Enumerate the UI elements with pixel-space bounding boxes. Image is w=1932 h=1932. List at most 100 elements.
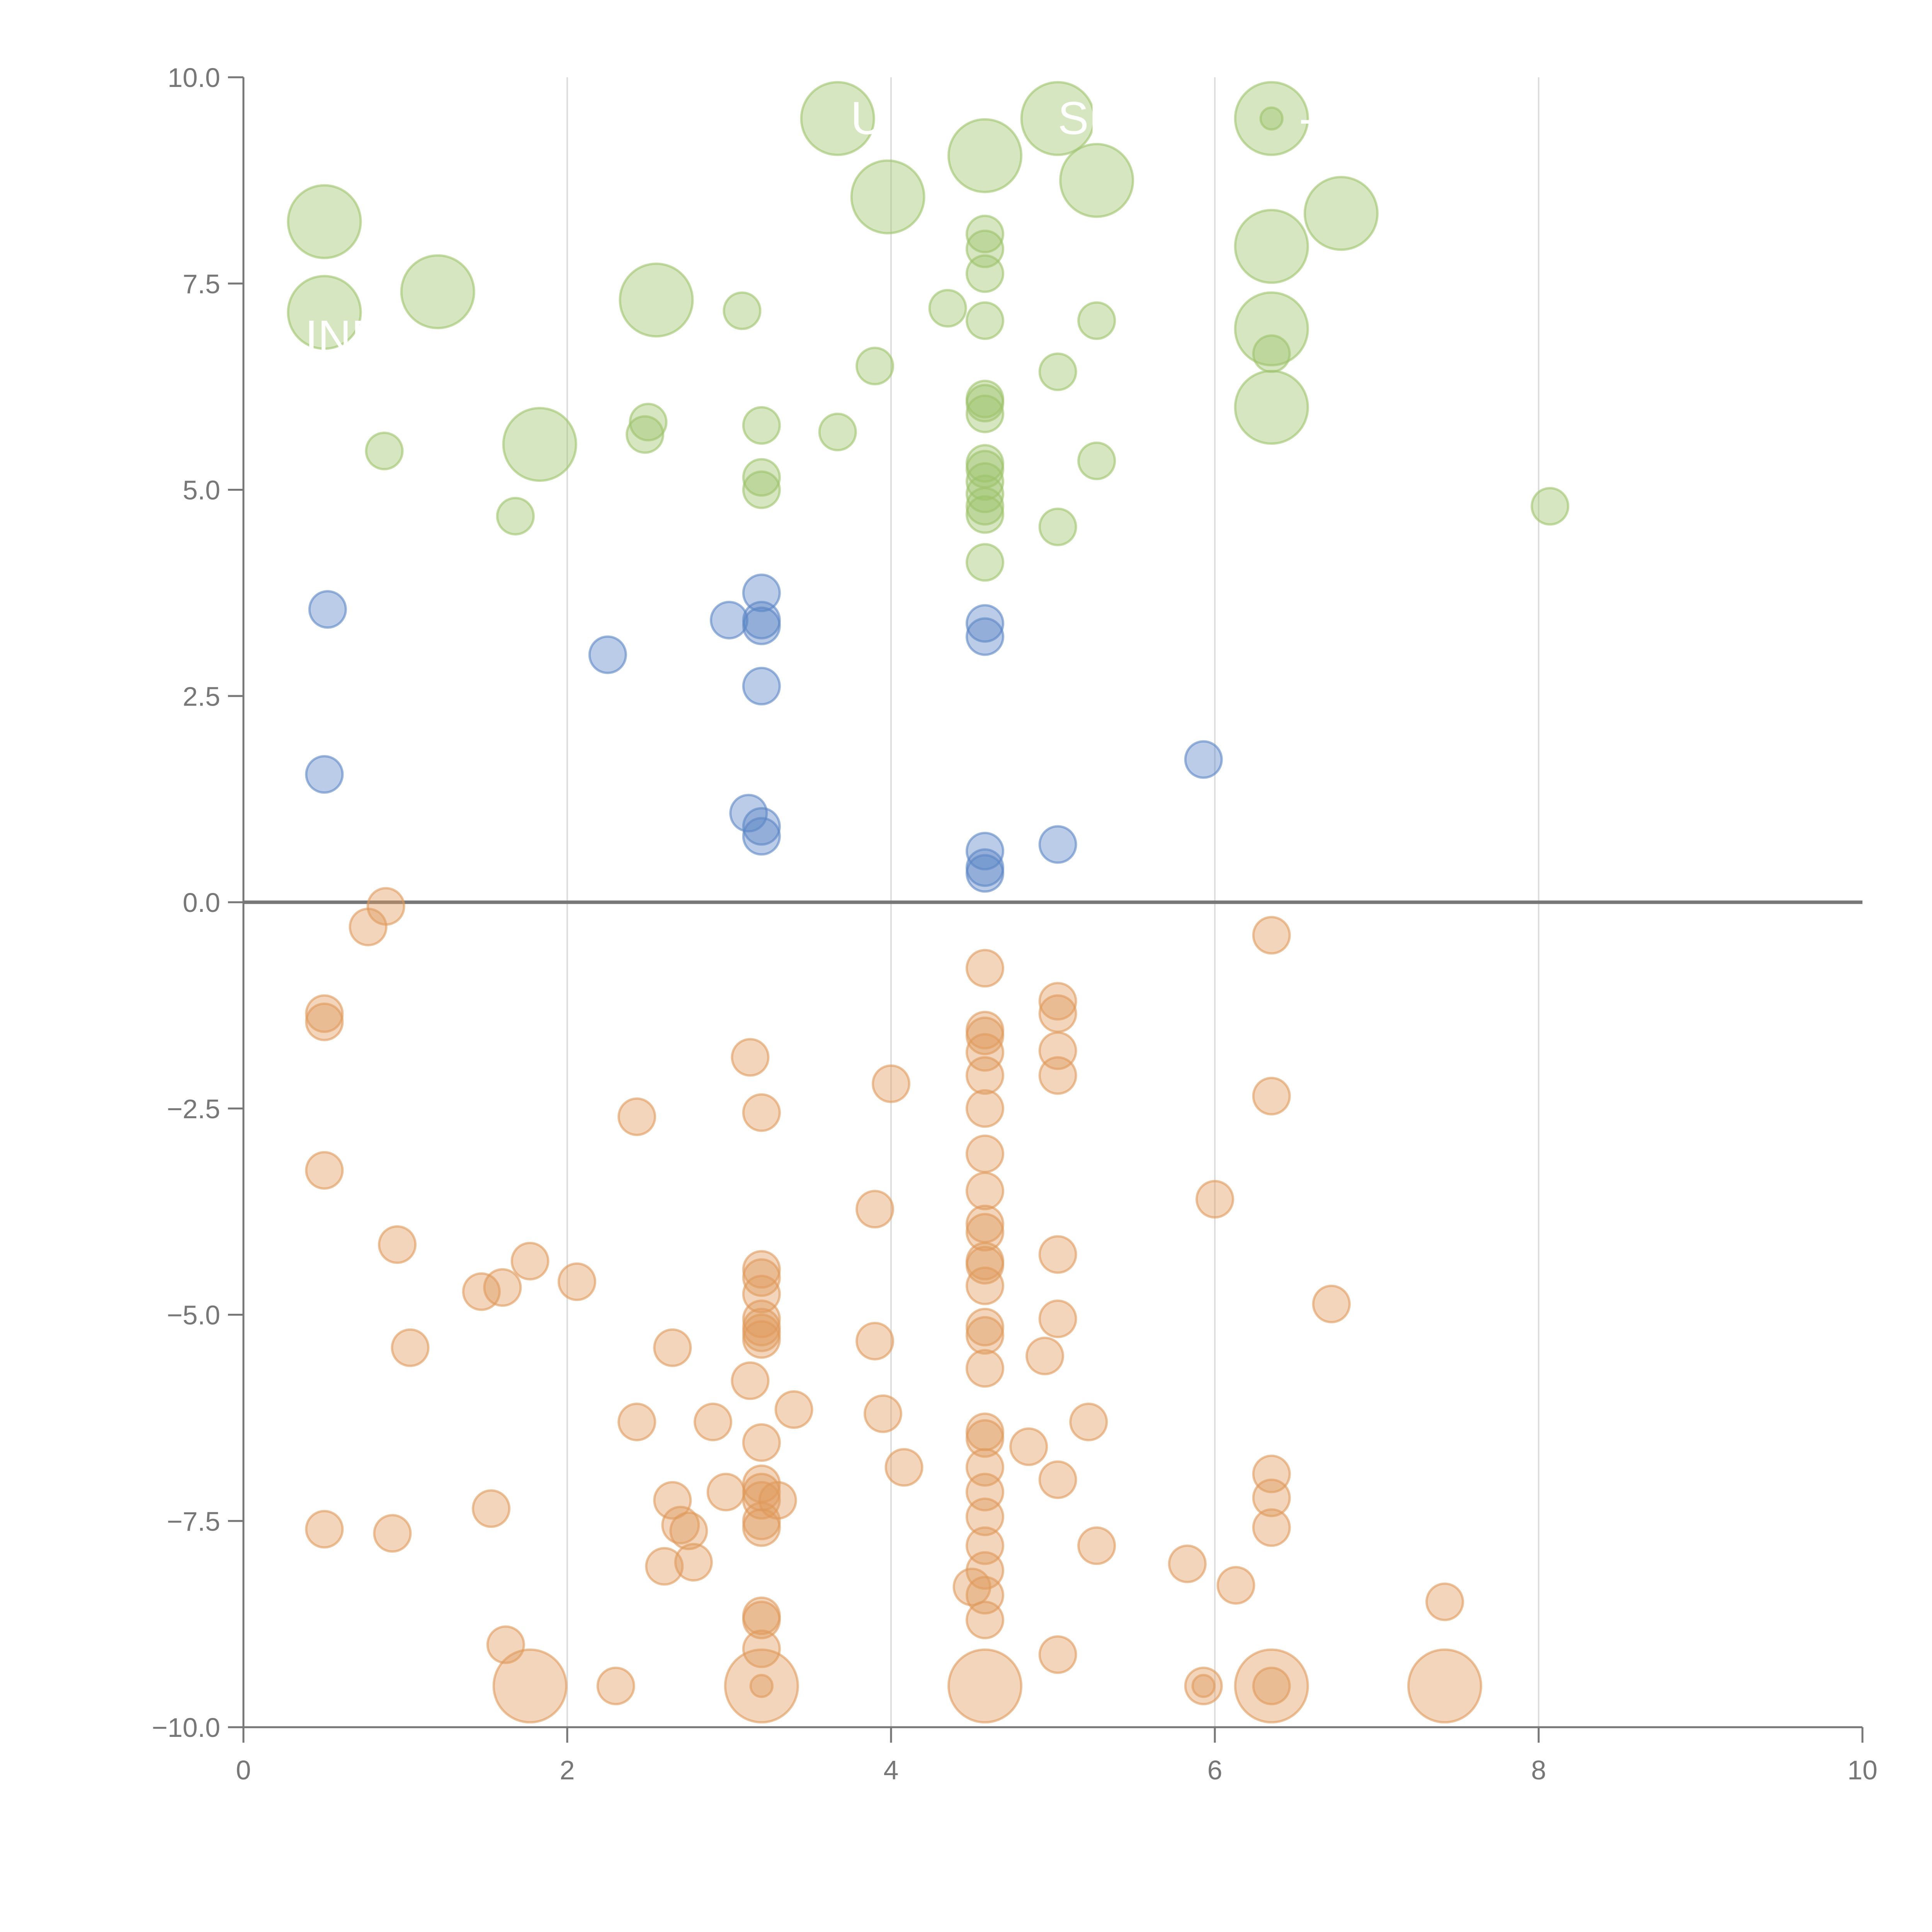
data-point-series-0 (1038, 507, 1077, 546)
data-point-series-0 (742, 470, 781, 509)
data-point-series-0 (966, 214, 1005, 253)
data-point-series-2 (305, 994, 344, 1033)
data-point-series-2 (742, 1299, 781, 1338)
data-point-series-2 (492, 1648, 568, 1724)
y-tick-label: −5.0 (167, 1300, 220, 1330)
data-point-series-2 (1312, 1284, 1351, 1323)
data-point-series-1 (710, 600, 748, 639)
data-point-series-2 (966, 1172, 1005, 1211)
x-tick-label: 8 (1531, 1755, 1546, 1785)
data-point-series-2 (742, 1093, 781, 1132)
data-point-series-2 (706, 1473, 745, 1512)
data-point-series-0 (966, 543, 1005, 582)
data-point-series-2 (1038, 1635, 1077, 1674)
data-point-series-2 (1184, 1667, 1223, 1706)
data-point-series-2 (966, 1419, 1005, 1458)
data-point-series-0 (966, 495, 1005, 534)
data-point-series-0 (1020, 81, 1095, 156)
data-point-series-2 (653, 1481, 692, 1520)
y-tick-label: −10.0 (152, 1713, 220, 1743)
data-point-series-1 (742, 606, 781, 645)
data-point-series-2 (1168, 1544, 1207, 1583)
data-point-series-2 (742, 1423, 781, 1462)
data-point-series-1 (1038, 825, 1077, 864)
data-point-series-0 (966, 254, 1005, 293)
y-tick-label: 0.0 (183, 888, 220, 918)
data-point-series-1 (305, 755, 344, 794)
data-point-series-0 (1234, 209, 1309, 284)
data-point-series-2 (1069, 1403, 1108, 1442)
data-point-series-1 (742, 807, 781, 846)
data-point-series-2 (724, 1648, 799, 1724)
data-point-series-2 (1252, 1077, 1291, 1116)
data-point-series-2 (1191, 1674, 1216, 1698)
data-point-series-2 (966, 1316, 1005, 1355)
data-point-series-2 (1038, 1299, 1077, 1338)
point-label: SP (1058, 92, 1120, 144)
data-point-series-0 (626, 415, 665, 454)
x-tick-label: 0 (236, 1755, 251, 1785)
data-point-series-2 (966, 1246, 1005, 1285)
data-point-series-2 (742, 1258, 781, 1297)
data-point-series-1 (588, 635, 627, 674)
data-point-series-1 (1184, 740, 1223, 779)
x-tick-label: 10 (1847, 1755, 1878, 1785)
data-point-series-2 (1252, 1667, 1291, 1706)
data-point-series-2 (483, 1268, 522, 1307)
data-point-series-2 (669, 1511, 708, 1550)
data-point-series-0 (1077, 301, 1116, 340)
data-point-series-2 (378, 1225, 417, 1264)
data-point-series-2 (864, 1394, 903, 1433)
data-point-series-2 (391, 1328, 430, 1367)
data-point-series-2 (742, 1600, 781, 1639)
data-point-series-0 (1059, 143, 1134, 218)
data-point-series-2 (966, 1016, 1005, 1055)
data-point-series-2 (749, 1674, 774, 1698)
data-point-series-2 (1252, 1508, 1291, 1547)
data-point-series-2 (1038, 982, 1077, 1021)
data-point-series-2 (1077, 1526, 1116, 1565)
data-point-series-2 (694, 1403, 733, 1442)
data-point-series-0 (928, 289, 967, 328)
data-point-series-2 (558, 1262, 597, 1301)
data-point-series-2 (855, 1190, 895, 1229)
data-point-series-0 (723, 291, 762, 330)
data-point-series-2 (1038, 1056, 1077, 1095)
y-tick-label: −7.5 (167, 1506, 220, 1536)
data-point-series-2 (966, 949, 1005, 988)
x-tick-label: 4 (884, 1755, 899, 1785)
data-point-series-2 (349, 908, 388, 947)
data-point-series-0 (966, 474, 1005, 514)
data-point-series-2 (947, 1648, 1023, 1724)
data-point-series-2 (1234, 1648, 1309, 1724)
data-point-series-0 (818, 413, 857, 452)
data-point-series-0 (850, 159, 925, 235)
data-point-series-0 (365, 432, 404, 471)
data-point-series-0 (1303, 176, 1379, 251)
data-point-series-0 (287, 184, 362, 259)
data-point-series-0 (1234, 81, 1309, 156)
data-point-series-2 (1407, 1648, 1482, 1724)
data-point-series-2 (674, 1543, 713, 1582)
data-point-series-1 (966, 854, 1005, 893)
data-point-series-2 (966, 1033, 1005, 1072)
data-point-series-2 (966, 1056, 1005, 1095)
data-point-series-0 (966, 395, 1005, 434)
data-point-series-0 (1234, 370, 1309, 445)
data-point-series-1 (966, 604, 1005, 643)
y-tick-label: 2.5 (183, 681, 220, 711)
data-point-series-2 (966, 1134, 1005, 1173)
data-point-series-2 (510, 1242, 549, 1281)
data-point-series-2 (472, 1489, 511, 1528)
data-point-series-2 (731, 1038, 770, 1077)
data-point-series-2 (645, 1547, 684, 1586)
data-point-series-0 (400, 254, 475, 330)
data-point-series-2 (596, 1667, 635, 1706)
data-point-series-0 (1531, 487, 1570, 526)
data-point-series-2 (1038, 1460, 1077, 1499)
data-point-series-2 (966, 1497, 1005, 1536)
data-point-series-0 (966, 487, 1005, 526)
data-point-series-0 (502, 407, 577, 482)
data-point-series-2 (305, 1510, 344, 1549)
